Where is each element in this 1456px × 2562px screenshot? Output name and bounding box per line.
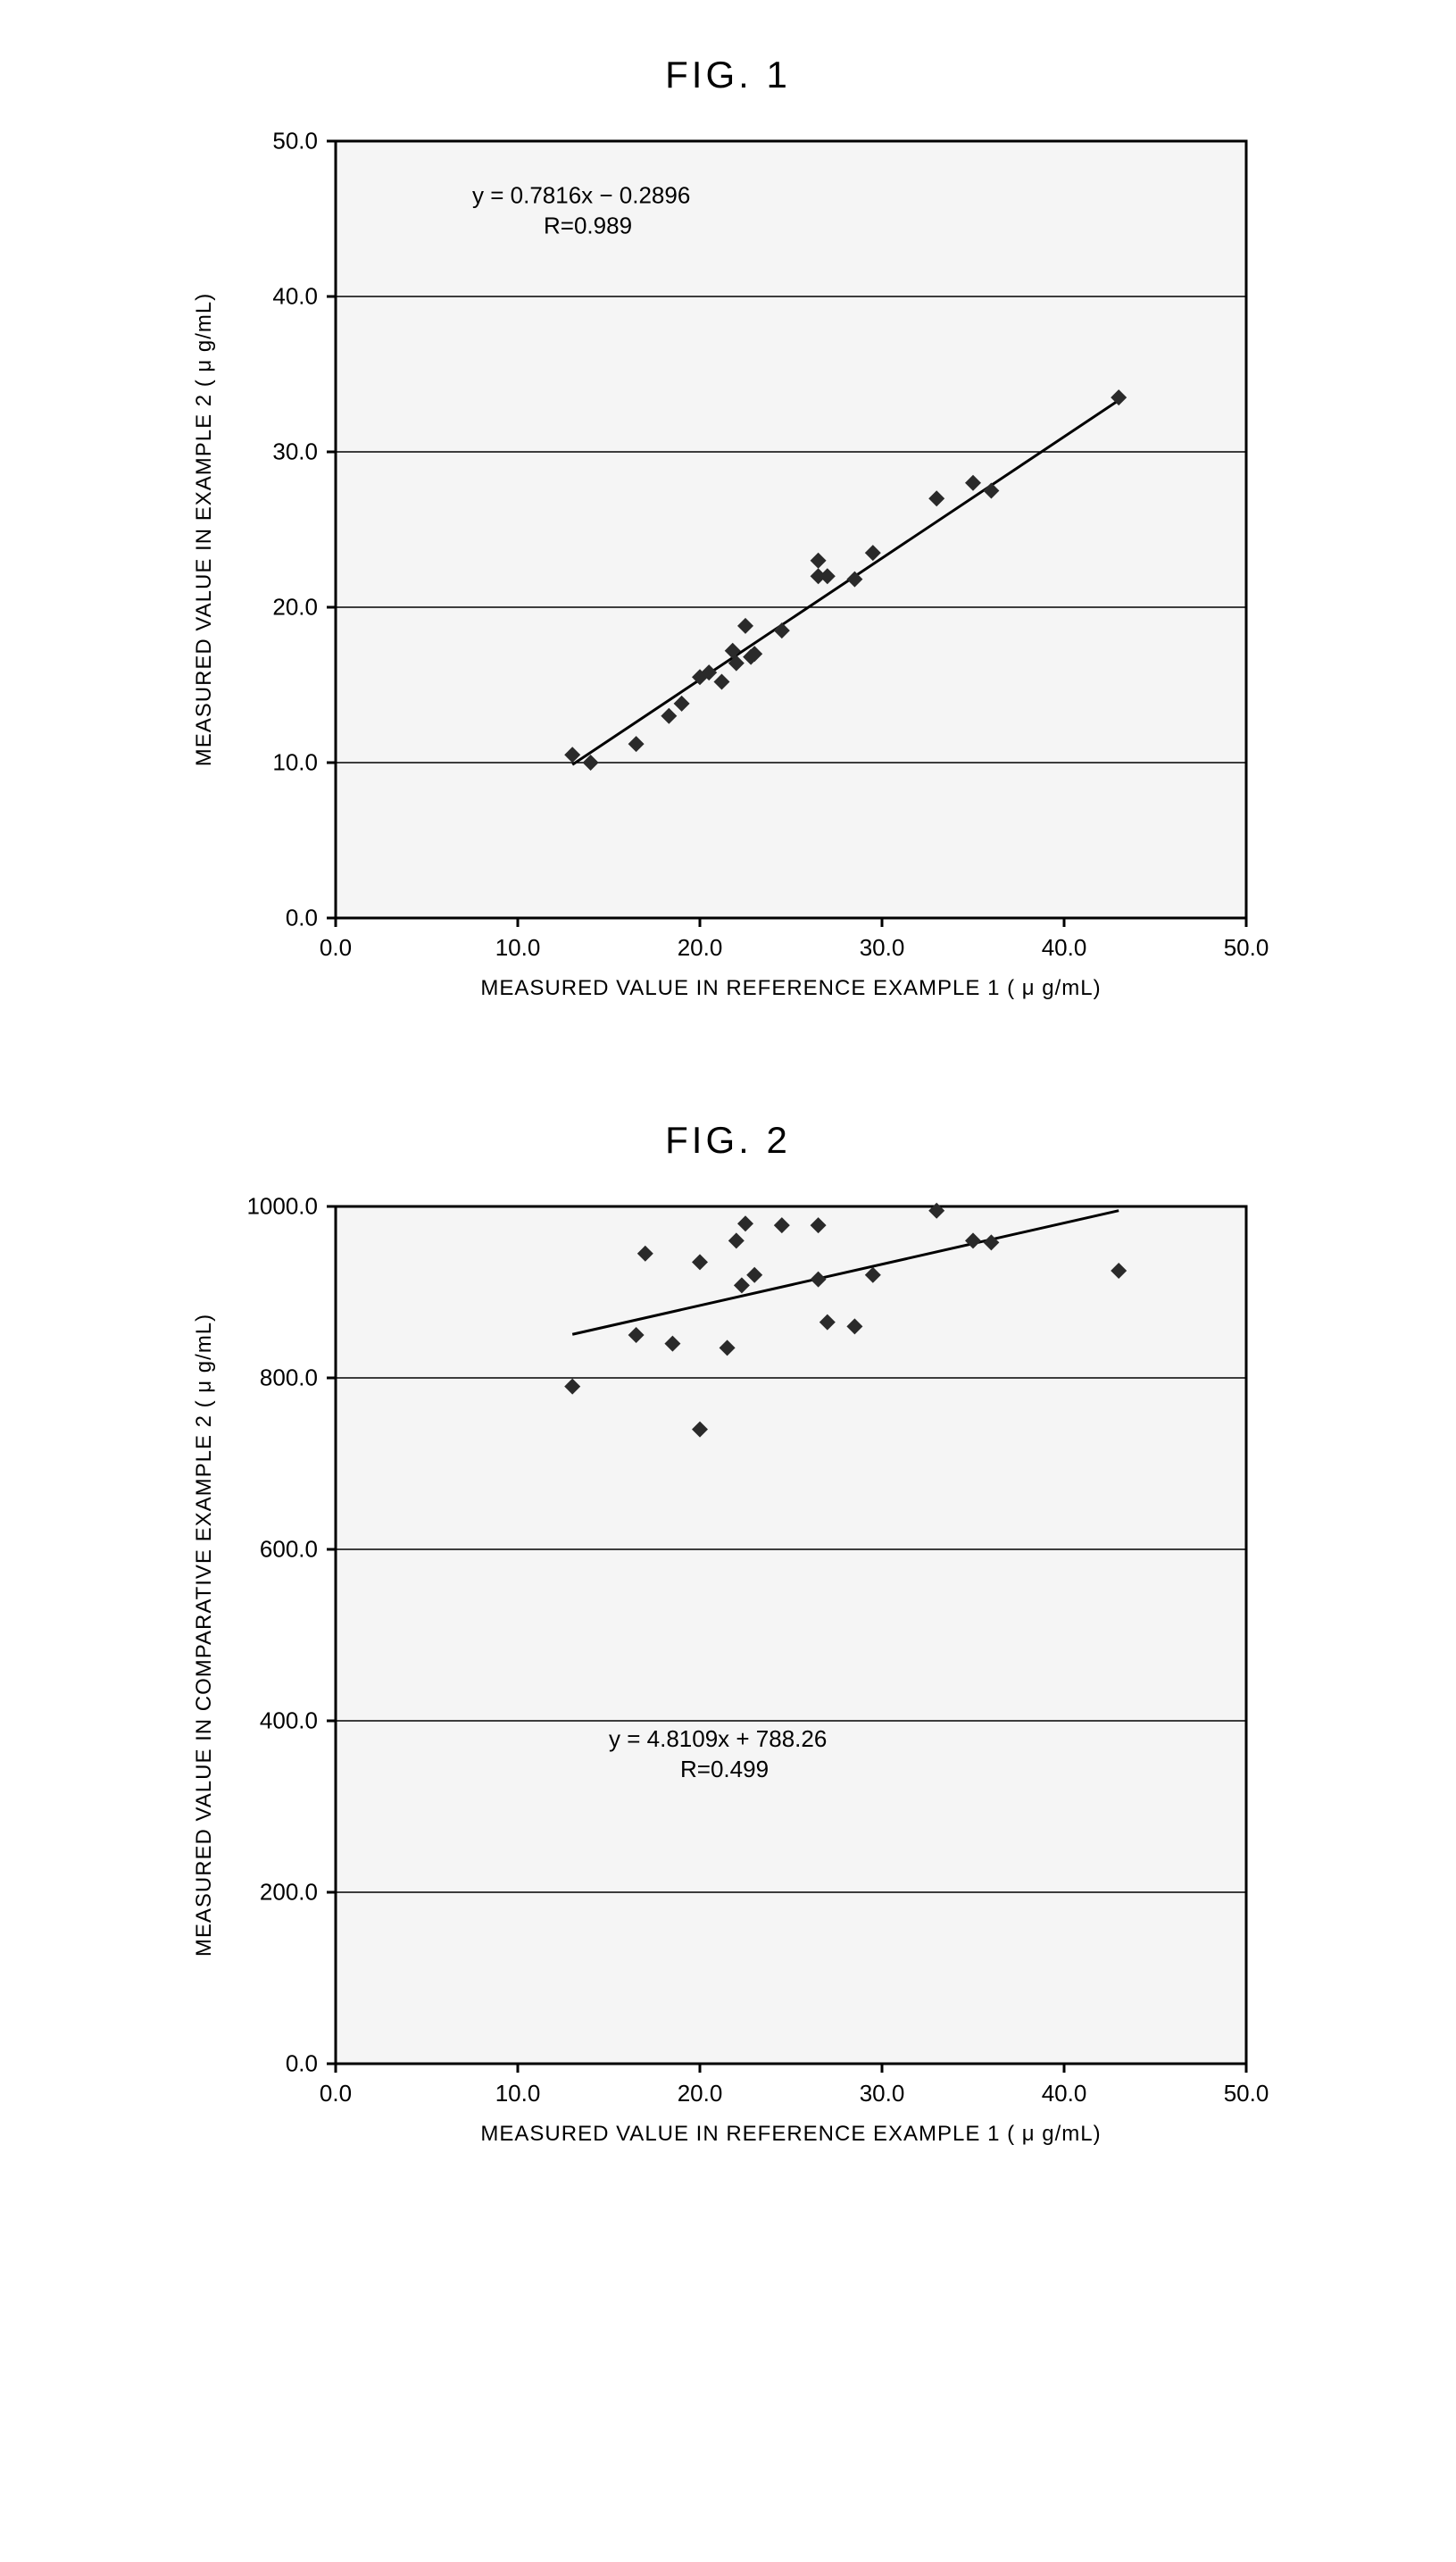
x-tick-label: 10.0 [495, 2080, 540, 2107]
chart-wrapper: 0.0 10.0 20.0 30.0 40.0 50.0 0.0 200.0 400.0 600.… [175, 1189, 1282, 2171]
y-tick-label: 1000.0 [246, 1193, 318, 1220]
x-tick-label: 40.0 [1041, 934, 1086, 961]
y-tick-label: 200.0 [259, 1879, 317, 1906]
x-tick-label: 0.0 [319, 934, 351, 961]
y-tick-label: 30.0 [272, 438, 318, 465]
scatter-chart: 0.0 10.0 20.0 30.0 40.0 50.0 0.0 200.0 400.0 600.… [175, 1189, 1282, 2171]
x-tick-label: 0.0 [319, 2080, 351, 2107]
x-tick-label: 50.0 [1223, 934, 1269, 961]
x-tick-label: 50.0 [1223, 2080, 1269, 2107]
equation-text: y = 4.8109x + 788.26 [609, 1725, 827, 1752]
y-tick-label: 0.0 [285, 2050, 317, 2077]
scatter-chart: 0.0 10.0 20.0 30.0 40.0 50.0 0.0 10.0 20.0 30.0 40… [175, 123, 1282, 1025]
y-axis-label: MEASURED VALUE IN EXAMPLE 2 ( μ g/mL) [192, 293, 216, 767]
equation-text: y = 0.7816x − 0.2896 [472, 182, 690, 209]
y-tick-label: 50.0 [272, 128, 318, 154]
chart-wrapper: 0.0 10.0 20.0 30.0 40.0 50.0 0.0 10.0 20.0 30.0 40… [175, 123, 1282, 1025]
correlation-text: R=0.989 [544, 213, 632, 239]
plot-background [336, 141, 1246, 918]
figure-title: FIG. 1 [37, 54, 1420, 96]
plot-background [336, 1206, 1246, 2064]
y-tick-label: 10.0 [272, 749, 318, 776]
x-tick-label: 20.0 [677, 934, 722, 961]
y-tick-label: 40.0 [272, 283, 318, 310]
y-tick-label: 20.0 [272, 594, 318, 621]
x-axis-label: MEASURED VALUE IN REFERENCE EXAMPLE 1 ( … [480, 2122, 1101, 2146]
x-tick-label: 10.0 [495, 934, 540, 961]
x-tick-label: 30.0 [859, 934, 904, 961]
y-tick-label: 800.0 [259, 1364, 317, 1391]
x-tick-label: 20.0 [677, 2080, 722, 2107]
figure-block: FIG. 1 0.0 10.0 20.0 30.0 40.0 50.0 0.0 10.0 20.0… [37, 54, 1420, 1030]
x-tick-label: 40.0 [1041, 2080, 1086, 2107]
figure-title: FIG. 2 [37, 1119, 1420, 1162]
y-tick-label: 400.0 [259, 1707, 317, 1734]
y-tick-label: 0.0 [285, 905, 317, 931]
y-tick-label: 600.0 [259, 1536, 317, 1563]
correlation-text: R=0.499 [680, 1756, 769, 1782]
y-axis-label: MEASURED VALUE IN COMPARATIVE EXAMPLE 2 … [192, 1314, 216, 1957]
figure-block: FIG. 2 0.0 10.0 20.0 30.0 40.0 50.0 0.0 200.0 400… [37, 1119, 1420, 2175]
x-axis-label: MEASURED VALUE IN REFERENCE EXAMPLE 1 ( … [480, 976, 1101, 1000]
x-tick-label: 30.0 [859, 2080, 904, 2107]
